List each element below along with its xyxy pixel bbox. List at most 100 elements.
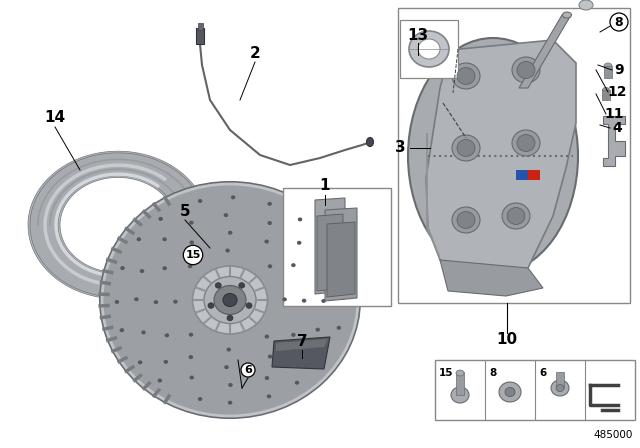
- Text: 2: 2: [250, 46, 260, 60]
- Ellipse shape: [157, 379, 162, 383]
- Polygon shape: [272, 337, 330, 369]
- Ellipse shape: [164, 360, 168, 364]
- Ellipse shape: [120, 266, 125, 270]
- Ellipse shape: [451, 387, 469, 403]
- Ellipse shape: [320, 238, 324, 242]
- Ellipse shape: [268, 202, 272, 206]
- Ellipse shape: [563, 12, 572, 18]
- Ellipse shape: [337, 271, 341, 275]
- Ellipse shape: [163, 237, 167, 241]
- Bar: [398, 8, 630, 303]
- Bar: [198, 23, 202, 30]
- Polygon shape: [317, 214, 343, 291]
- Ellipse shape: [512, 130, 540, 156]
- Polygon shape: [426, 40, 576, 278]
- Polygon shape: [30, 153, 205, 297]
- Text: 15: 15: [186, 250, 201, 260]
- Polygon shape: [440, 260, 543, 296]
- Polygon shape: [325, 208, 357, 301]
- Polygon shape: [519, 15, 571, 88]
- Ellipse shape: [418, 39, 440, 59]
- Polygon shape: [315, 198, 345, 294]
- Ellipse shape: [268, 354, 273, 358]
- Ellipse shape: [136, 237, 141, 241]
- Ellipse shape: [457, 211, 475, 228]
- Ellipse shape: [282, 297, 287, 302]
- Ellipse shape: [159, 217, 163, 221]
- Ellipse shape: [225, 249, 230, 253]
- Ellipse shape: [602, 87, 609, 92]
- Ellipse shape: [452, 135, 480, 161]
- Ellipse shape: [173, 300, 178, 304]
- Ellipse shape: [316, 327, 320, 332]
- Ellipse shape: [505, 388, 515, 396]
- Ellipse shape: [141, 331, 146, 334]
- Ellipse shape: [604, 63, 612, 69]
- Ellipse shape: [188, 264, 193, 268]
- Polygon shape: [426, 133, 440, 260]
- Bar: [283, 188, 391, 306]
- Text: 15: 15: [439, 368, 454, 378]
- Ellipse shape: [367, 138, 374, 146]
- Ellipse shape: [502, 203, 530, 229]
- Ellipse shape: [223, 293, 237, 306]
- Ellipse shape: [268, 221, 272, 225]
- Ellipse shape: [579, 0, 593, 10]
- Ellipse shape: [295, 381, 300, 385]
- Ellipse shape: [298, 217, 302, 221]
- Ellipse shape: [224, 213, 228, 217]
- Ellipse shape: [215, 283, 221, 288]
- Ellipse shape: [517, 134, 535, 151]
- Ellipse shape: [551, 380, 569, 396]
- Ellipse shape: [193, 266, 268, 334]
- Text: 8: 8: [614, 16, 623, 29]
- Ellipse shape: [189, 241, 194, 245]
- Ellipse shape: [452, 63, 480, 89]
- Ellipse shape: [208, 303, 214, 308]
- Ellipse shape: [189, 333, 193, 337]
- Ellipse shape: [204, 276, 256, 323]
- Ellipse shape: [291, 263, 296, 267]
- Bar: [602, 90, 610, 100]
- Ellipse shape: [198, 397, 202, 401]
- Bar: [400, 20, 458, 78]
- Ellipse shape: [507, 207, 525, 224]
- Text: 5: 5: [180, 204, 190, 220]
- Ellipse shape: [291, 333, 296, 337]
- Text: 9: 9: [614, 63, 624, 77]
- Ellipse shape: [140, 269, 144, 273]
- Ellipse shape: [163, 266, 167, 270]
- Ellipse shape: [228, 383, 233, 387]
- Text: 8: 8: [489, 368, 496, 378]
- Ellipse shape: [408, 38, 578, 274]
- Polygon shape: [276, 339, 328, 351]
- Polygon shape: [603, 116, 625, 166]
- Ellipse shape: [231, 195, 236, 199]
- Ellipse shape: [457, 68, 475, 85]
- Text: 10: 10: [497, 332, 518, 348]
- Ellipse shape: [115, 300, 119, 304]
- Ellipse shape: [189, 220, 194, 224]
- Ellipse shape: [452, 207, 480, 233]
- Ellipse shape: [214, 285, 246, 314]
- Ellipse shape: [100, 182, 360, 418]
- Ellipse shape: [164, 333, 169, 337]
- Ellipse shape: [154, 300, 158, 304]
- Ellipse shape: [456, 370, 464, 376]
- Text: 6: 6: [539, 368, 547, 378]
- Ellipse shape: [295, 357, 300, 361]
- Ellipse shape: [297, 241, 301, 245]
- Ellipse shape: [316, 268, 320, 272]
- Text: 12: 12: [607, 85, 627, 99]
- Ellipse shape: [224, 365, 228, 369]
- Ellipse shape: [228, 231, 232, 235]
- Text: 6: 6: [244, 365, 252, 375]
- Ellipse shape: [120, 328, 124, 332]
- Polygon shape: [327, 222, 355, 297]
- Ellipse shape: [512, 57, 540, 83]
- Polygon shape: [170, 280, 198, 303]
- Ellipse shape: [341, 296, 346, 300]
- Text: 3: 3: [395, 141, 405, 155]
- Ellipse shape: [517, 61, 535, 78]
- Ellipse shape: [409, 31, 449, 67]
